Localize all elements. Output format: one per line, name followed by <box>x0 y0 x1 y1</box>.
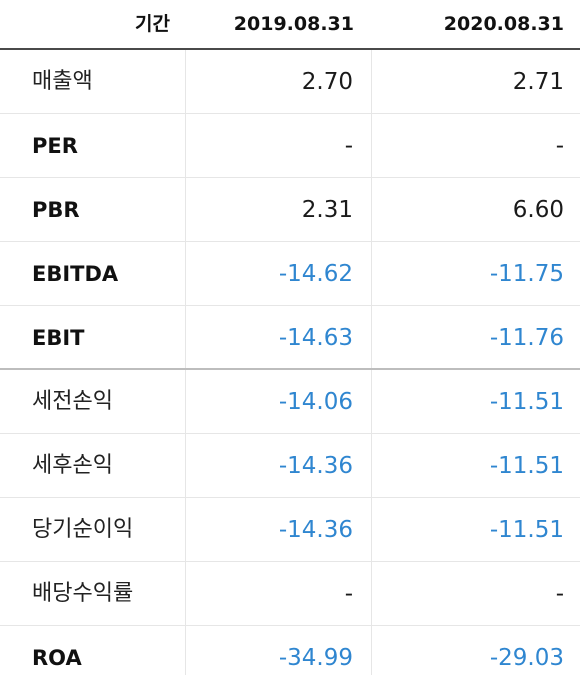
row-value-2020: -29.03 <box>489 645 564 671</box>
row-label: 세전손익 <box>0 370 186 433</box>
row-label: 매출액 <box>0 50 186 113</box>
row-value-2019: -14.36 <box>186 498 372 561</box>
header-date-2020: 2020.08.31 <box>443 13 564 35</box>
table-row: ROA -34.99 -29.03 <box>0 626 580 675</box>
row-value-2019: -14.36 <box>186 434 372 497</box>
row-value-2020: -11.51 <box>489 453 564 479</box>
table-body: 매출액 2.70 2.71 PER - - PBR 2.31 6.60 EBIT… <box>0 50 580 675</box>
row-value-2020: - <box>555 581 564 607</box>
header-period-label: 기간 <box>135 13 170 35</box>
row-value-2019: -14.06 <box>186 370 372 433</box>
table-row: EBITDA -14.62 -11.75 <box>0 242 580 306</box>
header-date-2019: 2019.08.31 <box>233 13 354 35</box>
row-label: 당기순이익 <box>0 498 186 561</box>
row-label: PBR <box>0 178 186 241</box>
row-value-2020: 6.60 <box>512 197 564 223</box>
row-value-2019: - <box>186 562 372 625</box>
row-value-2020: 2.71 <box>512 69 564 95</box>
row-value-2019: -34.99 <box>186 626 372 675</box>
table-row: PER - - <box>0 114 580 178</box>
row-value-2019: -14.63 <box>186 306 372 368</box>
table-header: 기간 2019.08.31 2020.08.31 <box>0 0 580 50</box>
table-row: 배당수익률 - - <box>0 562 580 626</box>
row-label: EBITDA <box>0 242 186 305</box>
table-row: PBR 2.31 6.60 <box>0 178 580 242</box>
table-row: 당기순이익 -14.36 -11.51 <box>0 498 580 562</box>
row-label: 세후손익 <box>0 434 186 497</box>
table-row: EBIT -14.63 -11.76 <box>0 306 580 370</box>
row-value-2019: - <box>186 114 372 177</box>
row-value-2019: 2.70 <box>186 50 372 113</box>
row-label: PER <box>0 114 186 177</box>
row-value-2020: -11.51 <box>489 389 564 415</box>
row-value-2020: - <box>555 133 564 159</box>
table-row: 매출액 2.70 2.71 <box>0 50 580 114</box>
row-label: ROA <box>0 626 186 675</box>
row-value-2019: -14.62 <box>186 242 372 305</box>
row-value-2020: -11.51 <box>489 517 564 543</box>
row-value-2020: -11.75 <box>489 261 564 287</box>
row-value-2019: 2.31 <box>186 178 372 241</box>
row-label: 배당수익률 <box>0 562 186 625</box>
table-row: 세전손익 -14.06 -11.51 <box>0 370 580 434</box>
row-label: EBIT <box>0 306 186 368</box>
table-row: 세후손익 -14.36 -11.51 <box>0 434 580 498</box>
row-value-2020: -11.76 <box>489 325 564 351</box>
